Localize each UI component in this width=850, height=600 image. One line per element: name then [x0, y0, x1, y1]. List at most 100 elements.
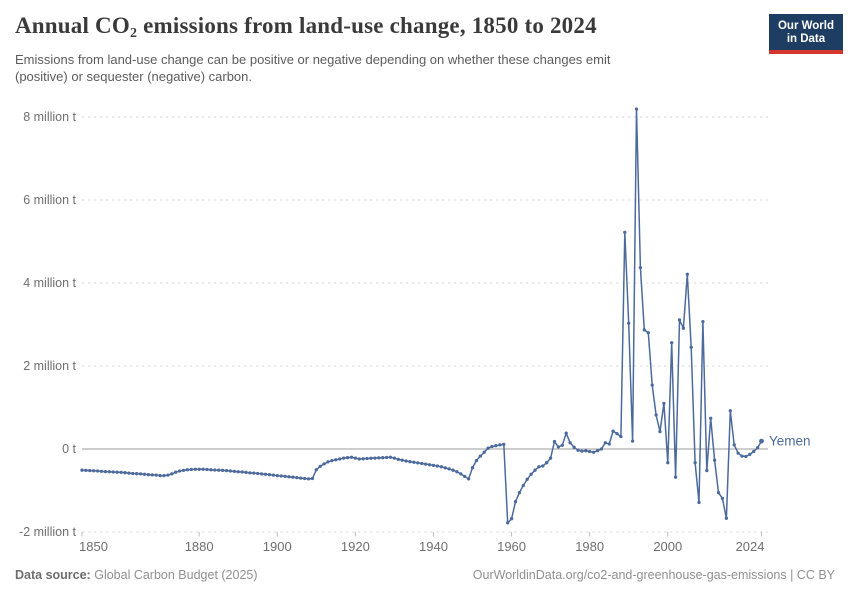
- y-tick-label: -2 million t: [19, 525, 76, 539]
- data-point: [338, 457, 342, 461]
- data-point: [568, 441, 572, 445]
- x-tick-label: 1920: [341, 539, 370, 554]
- data-point: [716, 490, 721, 495]
- data-point: [451, 468, 455, 472]
- data-point: [232, 469, 236, 474]
- data-point: [455, 470, 459, 474]
- data-point: [92, 469, 96, 473]
- data-point: [295, 475, 299, 480]
- data-point: [755, 446, 760, 450]
- data-point: [205, 467, 209, 472]
- data-point: [537, 465, 541, 469]
- data-point: [748, 452, 752, 457]
- data-point: [193, 467, 197, 471]
- data-point: [377, 456, 381, 460]
- data-point: [494, 444, 498, 448]
- data-point: [548, 456, 553, 460]
- data-point: [228, 469, 233, 473]
- data-point: [174, 470, 178, 474]
- data-point: [213, 468, 217, 472]
- data-point: [463, 474, 467, 479]
- data-point: [744, 454, 748, 459]
- data-point: [252, 471, 256, 475]
- data-point: [131, 471, 135, 476]
- data-point: [263, 472, 268, 476]
- data-point: [545, 461, 549, 465]
- data-point: [95, 469, 100, 473]
- data-point: [697, 500, 701, 505]
- subtitle-line-2: (positive) or sequester (negative) carbo…: [15, 69, 253, 84]
- data-point: [459, 472, 463, 476]
- data-point: [490, 444, 494, 449]
- data-point: [209, 468, 213, 472]
- data-point: [482, 450, 486, 454]
- data-point: [521, 483, 525, 488]
- data-point: [275, 473, 279, 478]
- data-point: [712, 458, 717, 462]
- data-point: [673, 475, 678, 479]
- data-point: [470, 466, 475, 470]
- data-point: [357, 457, 361, 461]
- data-point: [220, 468, 225, 473]
- data-point: [732, 443, 736, 447]
- data-point: [318, 464, 322, 469]
- data-point: [509, 517, 514, 521]
- series-label-yemen[interactable]: Yemen: [769, 434, 811, 449]
- data-point: [759, 438, 764, 444]
- y-tick-label: 4 million t: [23, 276, 76, 290]
- data-point: [529, 472, 533, 476]
- data-point: [552, 439, 557, 444]
- data-point: [381, 456, 385, 460]
- data-point: [287, 475, 291, 479]
- data-point: [267, 473, 272, 477]
- data-point: [361, 457, 365, 461]
- y-tick-label: 2 million t: [23, 359, 76, 373]
- data-point: [135, 472, 139, 476]
- data-point: [177, 469, 182, 473]
- data-point: [560, 443, 564, 447]
- data-point: [615, 431, 619, 436]
- data-point: [736, 451, 740, 455]
- data-point: [111, 470, 115, 474]
- page-title: Annual CO2 emissions from land-use chang…: [15, 12, 597, 41]
- data-point: [181, 468, 186, 473]
- data-point: [607, 442, 611, 446]
- data-point: [189, 467, 193, 472]
- data-point: [541, 464, 545, 468]
- data-point: [201, 467, 205, 471]
- data-point: [326, 460, 330, 464]
- data-point: [158, 473, 162, 478]
- yemen-series-line[interactable]: [81, 108, 763, 524]
- data-point: [580, 449, 584, 453]
- data-point: [486, 446, 490, 450]
- data-point: [709, 416, 713, 420]
- data-point: [388, 455, 393, 459]
- data-point: [662, 401, 666, 406]
- owid-logo[interactable]: Our World in Data: [768, 14, 843, 54]
- data-point: [728, 409, 732, 413]
- credit-link[interactable]: OurWorldinData.org/co2-and-greenhouse-ga…: [472, 568, 835, 582]
- data-point: [396, 457, 400, 462]
- yemen-data-points: [80, 107, 764, 525]
- data-point: [166, 473, 170, 477]
- data-point: [302, 476, 307, 481]
- data-point: [443, 466, 447, 470]
- title-text: Annual CO: [15, 13, 130, 38]
- data-point: [642, 328, 646, 332]
- data-point: [556, 445, 561, 449]
- data-point: [314, 468, 318, 472]
- y-axis-labels: 8 million t 6 million t 4 million t 2 milli…: [19, 110, 76, 539]
- data-point: [630, 439, 635, 443]
- data-source-label: Data source:: [15, 568, 91, 582]
- data-point: [420, 461, 424, 466]
- data-point: [127, 471, 131, 475]
- data-point: [650, 383, 654, 387]
- data-point: [412, 460, 416, 464]
- data-point: [404, 459, 408, 463]
- data-point: [185, 468, 190, 472]
- data-point: [400, 458, 404, 462]
- data-point: [658, 429, 662, 434]
- data-point: [576, 448, 580, 452]
- data-source-value: Global Carbon Budget (2025): [94, 568, 258, 582]
